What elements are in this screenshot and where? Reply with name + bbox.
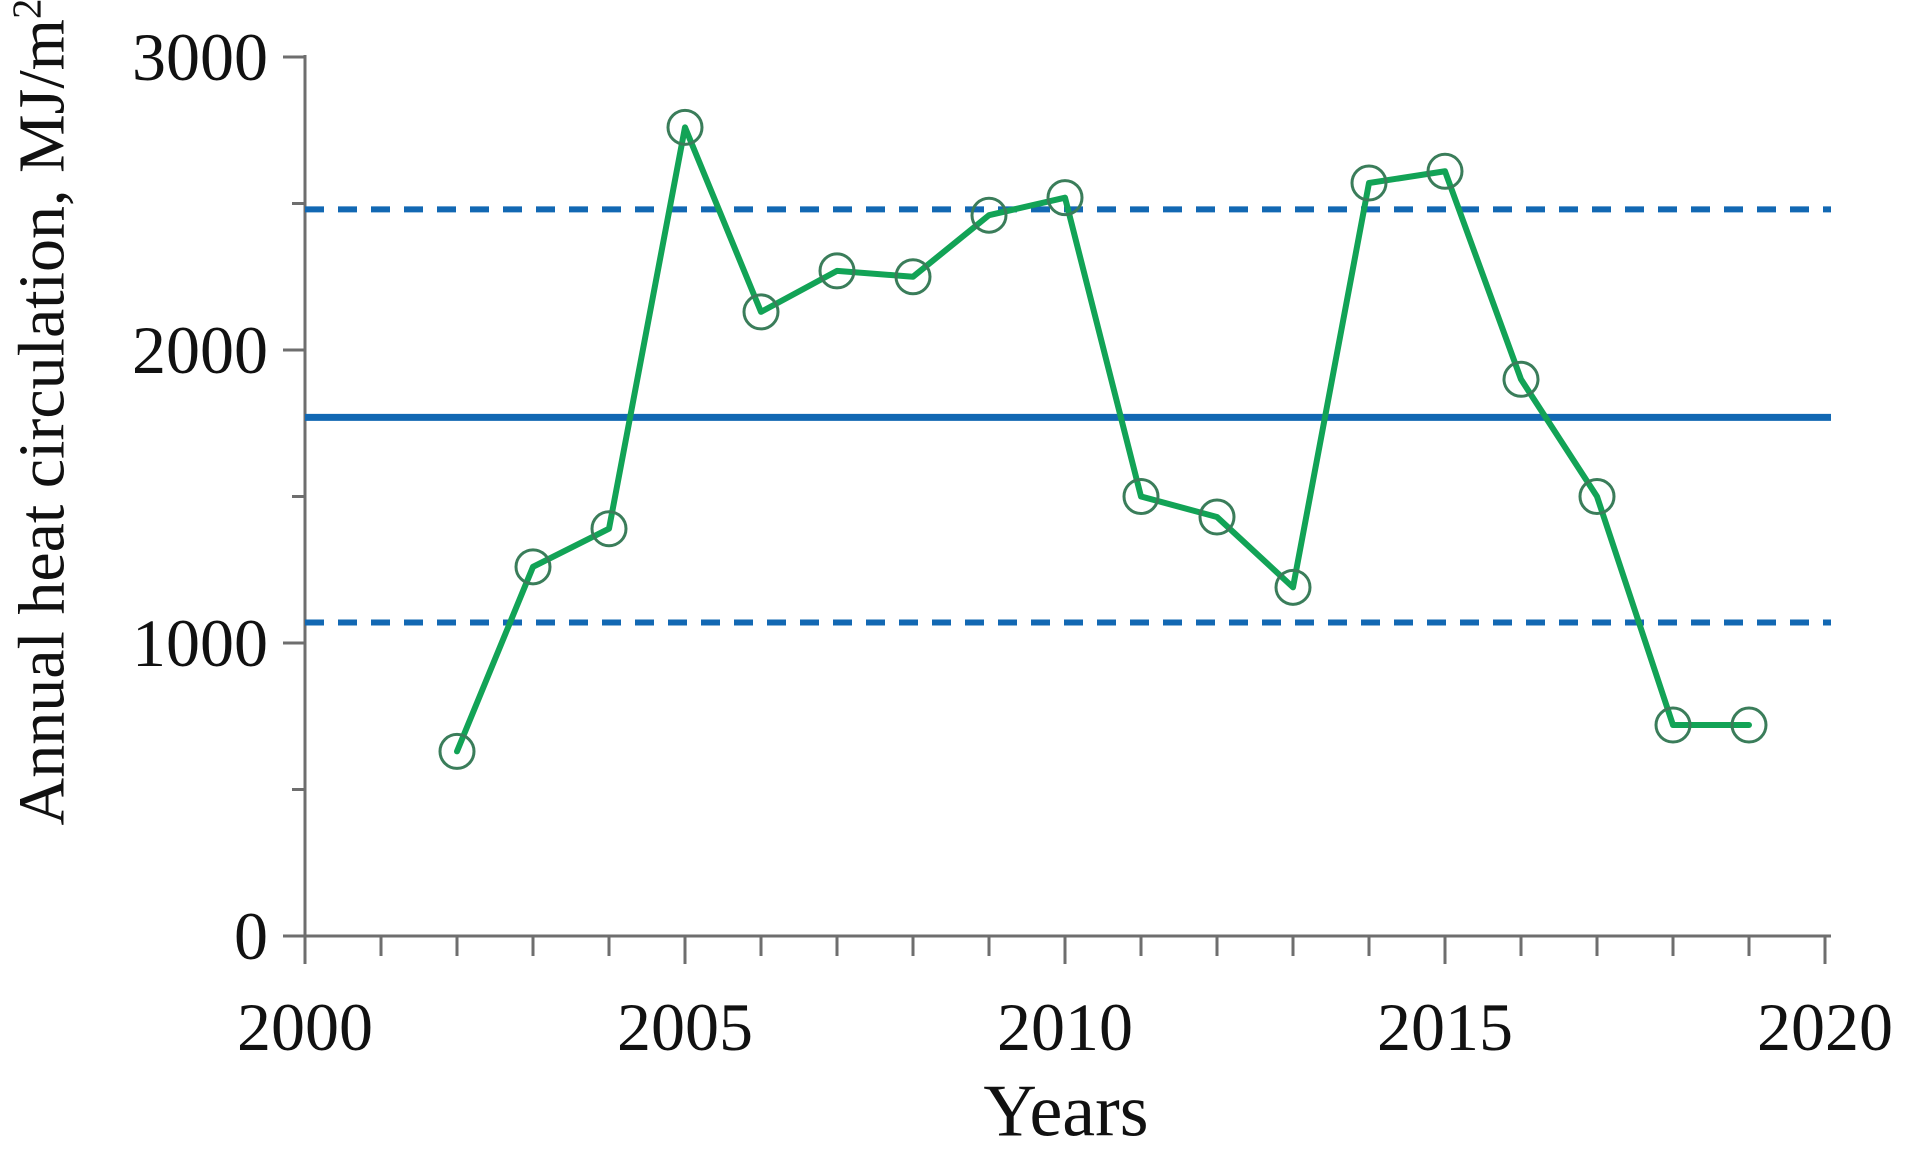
data-point-marker [1046, 179, 1084, 217]
x-tick-label: 2000 [237, 989, 373, 1065]
y-tick-label: 1000 [132, 605, 268, 681]
data-point-marker [590, 510, 628, 548]
x-tick-label: 2020 [1757, 989, 1893, 1065]
series-line [454, 124, 1752, 755]
y-axis-title: Annual heat circulation, MJ/m2 [4, 0, 81, 825]
data-point-marker [514, 548, 552, 586]
data-point-marker [1502, 360, 1540, 398]
data-point-marker [438, 732, 476, 770]
data-point-marker [818, 252, 856, 290]
x-tick-label: 2015 [1377, 989, 1513, 1065]
x-tick-label: 2010 [997, 989, 1133, 1065]
data-point-marker [1426, 152, 1464, 190]
y-tick-label: 2000 [132, 312, 268, 388]
data-point-marker [1274, 568, 1312, 606]
data-point-marker [666, 108, 704, 146]
data-point-marker [1654, 706, 1692, 744]
y-axis-title-superscript: 2 [4, 0, 50, 19]
y-tick-label: 3000 [132, 19, 268, 95]
y-tick-label: 0 [234, 898, 268, 974]
data-point-marker [1730, 706, 1768, 744]
data-point-marker [1578, 478, 1616, 515]
data-point-marker [970, 196, 1008, 234]
data-point-marker [1198, 498, 1236, 536]
y-axis-title-text: Annual heat circulation, MJ/m [5, 18, 79, 826]
x-tick-label: 2005 [617, 989, 753, 1065]
data-point-marker [1350, 164, 1388, 202]
x-axis-title: Years [983, 1070, 1149, 1153]
data-point-marker [894, 258, 932, 296]
data-point-marker [1122, 478, 1160, 515]
data-point-marker [742, 293, 780, 331]
